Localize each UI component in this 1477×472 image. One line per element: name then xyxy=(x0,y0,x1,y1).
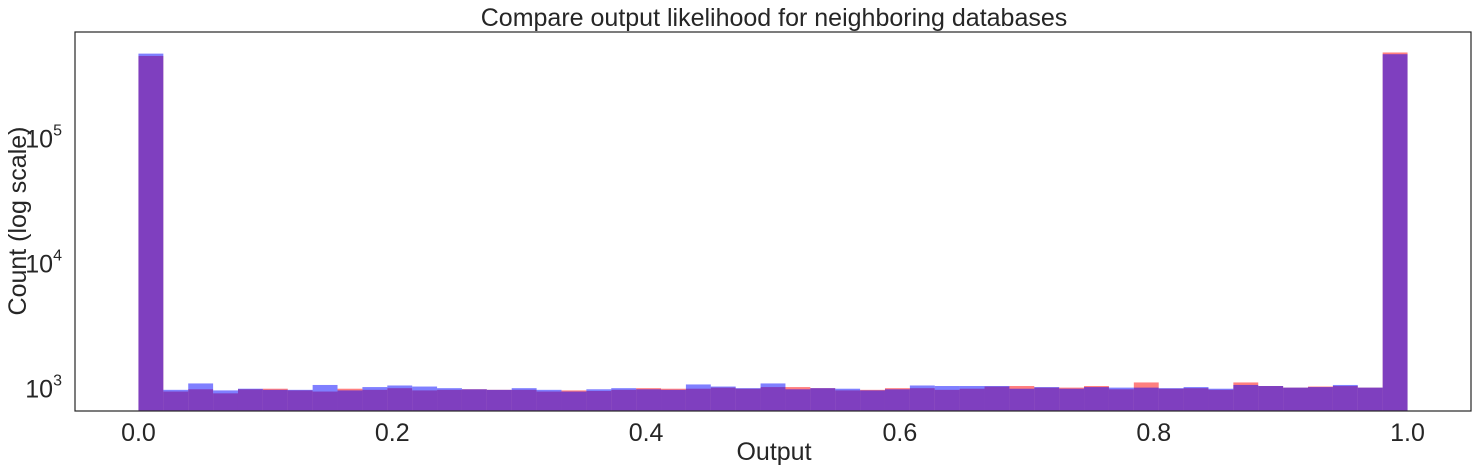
bar-series-1-bin-9 xyxy=(362,387,388,411)
bar-series-1-bin-7 xyxy=(312,384,338,411)
bar-series-1-bin-14 xyxy=(486,389,512,411)
bar-series-1-bin-24 xyxy=(735,388,761,411)
x-tick-label-1: 0.2 xyxy=(375,419,410,447)
bar-series-1-bin-44 xyxy=(1233,384,1259,411)
bar-series-1-bin-6 xyxy=(287,389,313,411)
chart-title: Compare output likelihood for neighborin… xyxy=(481,4,1068,32)
y-axis-label: Count (log scale) xyxy=(4,127,32,316)
bar-series-1-bin-47 xyxy=(1308,387,1333,411)
bar-series-1-bin-27 xyxy=(810,388,836,411)
bar-series-1-bin-0 xyxy=(138,53,164,411)
bar-series-1-bin-20 xyxy=(636,389,662,411)
x-tick-label-5: 1.0 xyxy=(1390,419,1425,447)
bar-series-1-bin-31 xyxy=(909,385,935,411)
bar-series-1-bin-5 xyxy=(262,389,288,411)
bar-series-1-bin-49 xyxy=(1357,387,1383,411)
bar-series-1-bin-42 xyxy=(1183,387,1209,411)
bar-series-1-bin-29 xyxy=(860,390,885,411)
bar-series-1-bin-3 xyxy=(213,390,238,411)
bars-group xyxy=(138,52,1408,412)
x-tick-label-4: 0.8 xyxy=(1136,419,1171,447)
bar-series-1-bin-37 xyxy=(1059,388,1085,411)
bar-series-1-bin-41 xyxy=(1158,388,1184,411)
x-tick-label-2: 0.4 xyxy=(629,419,664,447)
bar-series-1-bin-8 xyxy=(337,390,363,411)
bar-series-1-bin-46 xyxy=(1283,387,1309,411)
bar-series-1-bin-48 xyxy=(1332,384,1358,411)
bar-series-1-bin-35 xyxy=(1009,388,1035,411)
bar-series-1-bin-43 xyxy=(1208,388,1234,411)
bar-series-1-bin-10 xyxy=(387,385,413,411)
y-tick-label-1: 104 xyxy=(25,248,62,279)
bar-series-1-bin-32 xyxy=(934,386,960,411)
bar-series-1-bin-15 xyxy=(511,388,537,411)
bar-series-1-bin-13 xyxy=(461,389,487,411)
bar-series-1-bin-25 xyxy=(760,383,786,411)
bar-series-1-bin-30 xyxy=(884,389,910,411)
bar-series-1-bin-17 xyxy=(561,391,587,411)
bar-series-1-bin-26 xyxy=(785,389,811,411)
bar-series-1-bin-22 xyxy=(685,384,711,411)
bar-series-1-bin-28 xyxy=(835,388,861,411)
bar-series-1-bin-12 xyxy=(437,388,462,411)
bar-series-1-bin-38 xyxy=(1084,387,1109,411)
bar-series-1-bin-33 xyxy=(959,386,985,411)
bar-series-1-bin-34 xyxy=(984,386,1010,411)
y-ticks: 103 104 105 xyxy=(25,123,62,404)
bar-series-1-bin-45 xyxy=(1258,386,1284,411)
bar-series-1-bin-19 xyxy=(611,388,637,411)
bar-series-1-bin-39 xyxy=(1108,387,1134,411)
bar-series-1-bin-36 xyxy=(1034,387,1060,411)
bar-series-1-bin-23 xyxy=(710,386,736,411)
plot-frame xyxy=(74,31,1472,412)
bar-series-1-bin-11 xyxy=(412,386,438,411)
bar-series-1-bin-16 xyxy=(536,389,562,411)
bar-series-1-bin-2 xyxy=(188,383,214,411)
bar-series-1-bin-18 xyxy=(586,389,612,411)
x-axis-label: Output xyxy=(736,438,811,466)
bar-series-1-bin-40 xyxy=(1133,387,1159,411)
y-tick-label-0: 103 xyxy=(25,373,62,404)
bar-series-1-bin-21 xyxy=(661,389,686,411)
y-tick-label-2: 105 xyxy=(25,123,62,154)
x-ticks: 0.0 0.2 0.4 0.6 0.8 1.0 xyxy=(121,419,1425,447)
x-tick-label-3: 0.6 xyxy=(883,419,918,447)
bar-series-1-bin-4 xyxy=(237,388,263,411)
x-tick-label-0: 0.0 xyxy=(121,419,156,447)
bar-series-1-bin-50 xyxy=(1382,54,1408,411)
bar-series-1-bin-1 xyxy=(163,389,189,411)
